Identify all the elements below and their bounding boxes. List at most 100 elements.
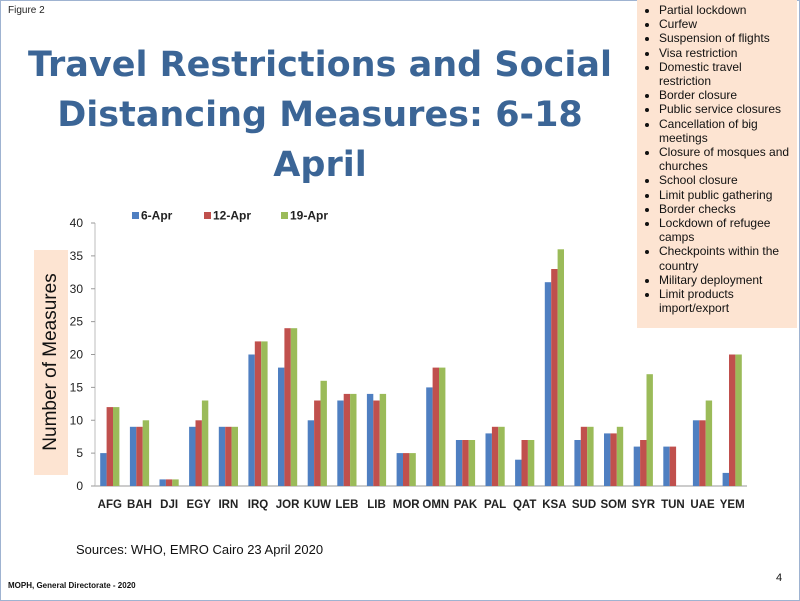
bar-6-Apr-YEM xyxy=(722,472,729,486)
bar-19-Apr-QAT xyxy=(527,440,535,486)
x-tick-label: BAH xyxy=(127,499,152,511)
bar-19-Apr-SUD xyxy=(587,426,594,486)
legend-swatch xyxy=(281,212,288,219)
x-tick-label: TUN xyxy=(661,499,685,511)
bar-6-Apr-PAK xyxy=(455,440,463,486)
y-tick-label: 20 xyxy=(70,348,84,362)
y-tick-label: 15 xyxy=(70,380,84,394)
bar-6-Apr-SYR xyxy=(633,446,641,486)
bar-19-Apr-LIB xyxy=(379,393,387,486)
bar-12-Apr-AFG xyxy=(106,407,113,486)
bar-19-Apr-BAH xyxy=(142,420,150,487)
bar-12-Apr-PAL xyxy=(491,426,499,486)
bar-19-Apr-IRQ xyxy=(261,341,268,486)
x-tick-label: JOR xyxy=(276,499,300,511)
footer-text: MOPH, General Directorate - 2020 xyxy=(8,581,136,590)
bar-19-Apr-OMN xyxy=(439,367,446,486)
y-tick-label: 0 xyxy=(76,479,83,493)
figure-label: Figure 2 xyxy=(8,5,45,16)
measures-list-box: Partial lockdownCurfewSuspension of flig… xyxy=(637,0,797,328)
chart-bars xyxy=(100,249,742,487)
bar-6-Apr-KSA xyxy=(544,282,552,486)
bar-19-Apr-PAL xyxy=(498,426,505,486)
bar-19-Apr-JOR xyxy=(290,328,298,486)
y-axis-label-background xyxy=(34,250,68,475)
bar-6-Apr-LIB xyxy=(366,393,374,486)
bar-19-Apr-YEM xyxy=(735,354,742,486)
legend-swatch xyxy=(132,212,139,219)
legend-label: 19-Apr xyxy=(290,209,328,223)
bar-19-Apr-DJI xyxy=(172,479,179,486)
x-tick-label: UAE xyxy=(690,499,715,511)
measure-item: Military deployment xyxy=(659,273,793,287)
bar-6-Apr-UAE xyxy=(692,420,700,487)
sources-note: Sources: WHO, EMRO Cairo 23 April 2020 xyxy=(76,542,324,557)
bar-6-Apr-QAT xyxy=(515,459,522,486)
bar-12-Apr-BAH xyxy=(136,426,143,486)
measure-item: Border checks xyxy=(659,202,793,216)
bar-19-Apr-LEB xyxy=(350,393,357,486)
measure-item: Cancellation of big meetings xyxy=(659,117,793,145)
x-tick-label: SOM xyxy=(600,499,626,511)
x-tick-label: LEB xyxy=(335,499,358,511)
measure-item: Limit public gathering xyxy=(659,188,793,202)
bar-12-Apr-LEB xyxy=(343,393,351,486)
bar-19-Apr-AFG xyxy=(113,407,120,486)
bar-6-Apr-SUD xyxy=(574,440,581,486)
bar-6-Apr-SOM xyxy=(604,433,611,486)
bar-12-Apr-LIB xyxy=(373,400,380,486)
bar-6-Apr-DJI xyxy=(159,479,166,486)
x-tick-label: EGY xyxy=(187,499,212,511)
bar-6-Apr-AFG xyxy=(100,453,107,486)
x-tick-label: AFG xyxy=(98,499,122,511)
x-tick-label: OMN xyxy=(422,499,449,511)
y-tick-labels: 0 5 10 15 20 25 30 35 40 xyxy=(70,216,84,493)
y-tick-label: 35 xyxy=(70,249,84,263)
bar-6-Apr-JOR xyxy=(278,367,285,486)
bar-19-Apr-EGY xyxy=(201,400,209,486)
x-tick-label: PAK xyxy=(454,499,478,511)
measure-item: Lockdown of refugee camps xyxy=(659,216,793,244)
bar-12-Apr-TUN xyxy=(669,446,677,486)
legend-label: 12-Apr xyxy=(213,209,251,223)
page-number: 4 xyxy=(776,572,783,584)
bar-19-Apr-SYR xyxy=(646,374,653,486)
measure-item: School closure xyxy=(659,173,793,187)
x-tick-label: DJI xyxy=(160,499,178,511)
x-tick-label: MOR xyxy=(393,499,421,511)
measure-item: Domestic travel restriction xyxy=(659,60,793,88)
bar-6-Apr-EGY xyxy=(189,426,196,486)
bar-12-Apr-MOR xyxy=(403,453,410,486)
x-tick-label: LIB xyxy=(367,499,386,511)
legend-swatch xyxy=(204,212,211,219)
measure-item: Limit products import/export xyxy=(659,287,793,315)
x-tick-label: SYR xyxy=(631,499,655,511)
bar-12-Apr-KUW xyxy=(314,400,321,486)
measure-item: Checkpoints within the country xyxy=(659,244,793,272)
measure-item: Public service closures xyxy=(659,102,793,116)
bar-12-Apr-SYR xyxy=(640,440,647,486)
y-tick-label: 10 xyxy=(70,413,84,427)
bar-12-Apr-UAE xyxy=(699,420,706,487)
y-tick-label: 5 xyxy=(76,446,83,460)
bar-12-Apr-EGY xyxy=(195,420,202,487)
bar-12-Apr-IRQ xyxy=(254,341,262,486)
y-tick-label: 25 xyxy=(70,315,84,329)
legend-label: 6-Apr xyxy=(141,209,173,223)
chart-legend: 6-Apr 12-Apr 19-Apr xyxy=(132,209,328,223)
bar-12-Apr-SUD xyxy=(580,426,588,486)
bar-6-Apr-IRN xyxy=(218,426,226,486)
bar-6-Apr-KUW xyxy=(307,420,315,487)
bar-12-Apr-QAT xyxy=(521,440,528,486)
x-tick-label: IRN xyxy=(218,499,238,511)
bar-12-Apr-YEM xyxy=(729,354,736,486)
x-tick-label: KSA xyxy=(542,499,566,511)
bar-6-Apr-OMN xyxy=(426,387,433,486)
bar-12-Apr-JOR xyxy=(284,328,291,486)
x-tick-label: SUD xyxy=(572,499,596,511)
measure-item: Visa restriction xyxy=(659,46,793,60)
bar-12-Apr-SOM xyxy=(610,433,617,486)
x-tick-label: YEM xyxy=(720,499,745,511)
bar-19-Apr-SOM xyxy=(616,426,624,486)
bar-6-Apr-PAL xyxy=(485,433,492,486)
